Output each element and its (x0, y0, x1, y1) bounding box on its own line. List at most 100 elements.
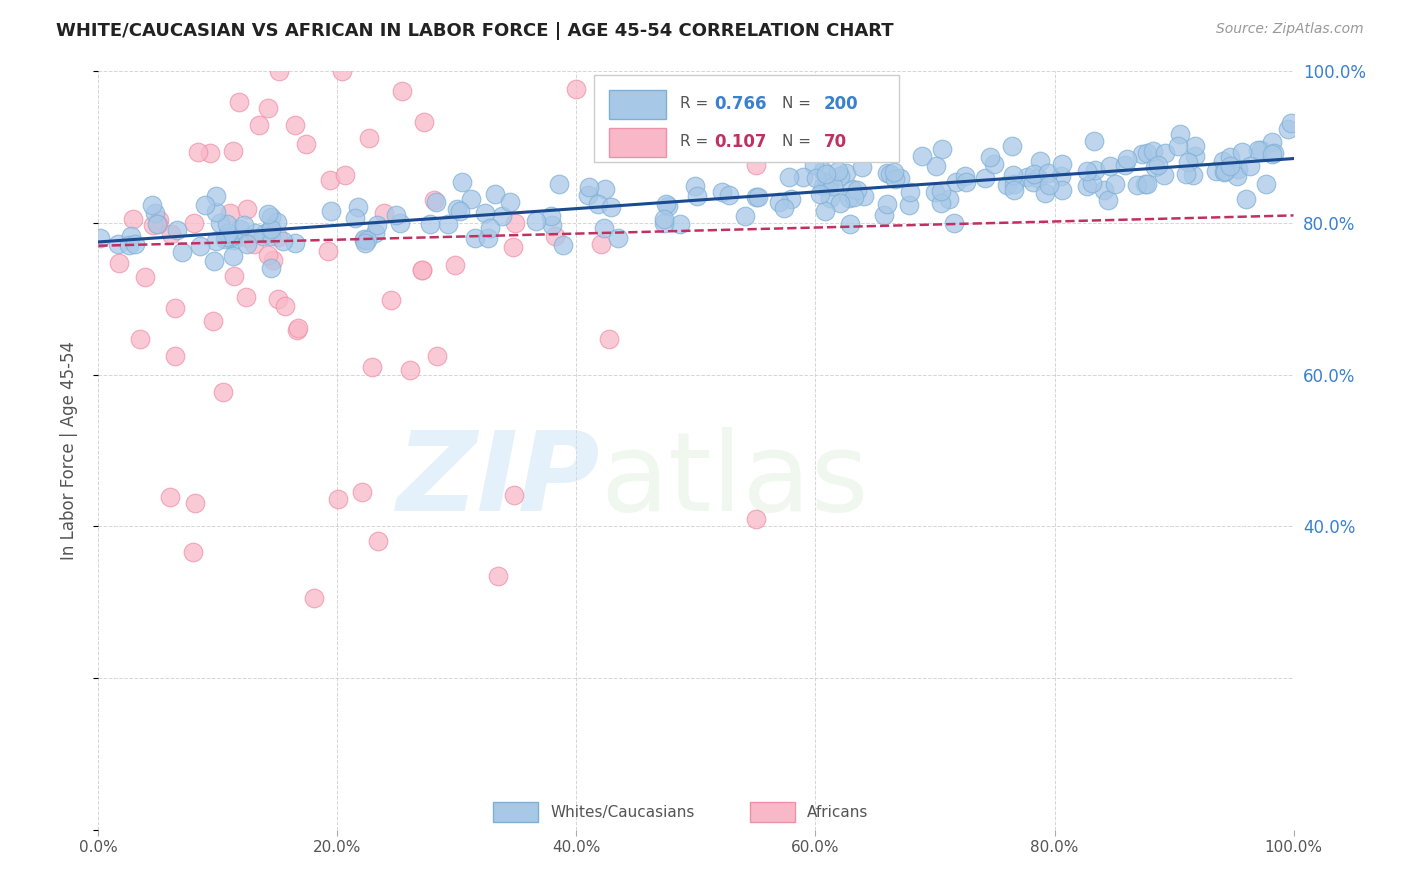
Point (344, 211, 367, 226)
Point (486, 568, 509, 582)
Point (1015, 169, 1038, 184)
Point (747, 190, 769, 204)
Point (1130, 147, 1153, 161)
Point (811, 178, 834, 193)
Point (221, 228, 243, 243)
Point (302, 591, 325, 606)
Point (202, 254, 225, 268)
Point (540, 210, 562, 224)
Point (411, 263, 433, 277)
Point (1279, 116, 1302, 130)
Point (436, 217, 458, 231)
Point (364, 226, 387, 240)
Point (350, 484, 373, 499)
Point (187, 145, 209, 159)
Point (1261, 135, 1284, 149)
Point (1263, 146, 1285, 161)
Point (931, 142, 953, 156)
Point (498, 194, 520, 209)
Point (222, 249, 245, 263)
Point (484, 186, 506, 201)
Point (143, 206, 166, 220)
Point (326, 491, 349, 506)
Point (853, 189, 876, 203)
FancyBboxPatch shape (609, 128, 666, 157)
FancyBboxPatch shape (609, 90, 666, 120)
Point (804, 171, 827, 186)
Point (1174, 167, 1197, 181)
Point (194, 198, 217, 212)
Point (1076, 164, 1098, 178)
Point (1038, 178, 1060, 192)
Point (357, 131, 380, 145)
Point (924, 186, 946, 200)
Point (118, 238, 141, 252)
Point (1036, 166, 1059, 180)
Point (285, 323, 308, 337)
Point (669, 217, 692, 231)
Point (444, 259, 467, 273)
Point (718, 188, 741, 202)
Point (898, 197, 921, 211)
Point (316, 244, 339, 258)
Point (366, 218, 388, 232)
Point (212, 384, 235, 399)
Point (593, 182, 616, 196)
Point (319, 173, 342, 187)
Point (1104, 177, 1126, 191)
Point (576, 188, 599, 202)
Point (346, 200, 368, 214)
Text: R =: R = (681, 96, 714, 112)
Point (845, 183, 868, 197)
Point (166, 223, 188, 237)
Point (273, 234, 295, 248)
Point (148, 217, 170, 231)
Point (361, 359, 384, 374)
Point (883, 165, 905, 179)
Point (503, 488, 526, 502)
Point (1083, 134, 1105, 148)
Point (426, 349, 449, 363)
Point (876, 166, 898, 180)
Point (1021, 175, 1043, 189)
Point (477, 231, 499, 245)
Text: 200: 200 (824, 95, 859, 113)
Point (1147, 158, 1170, 172)
Point (828, 196, 851, 211)
Point (148, 213, 170, 227)
Point (773, 201, 796, 215)
Point (266, 215, 288, 229)
Point (269, 64, 291, 78)
Point (734, 209, 756, 223)
Point (367, 534, 389, 549)
Point (218, 231, 240, 245)
Point (1098, 159, 1121, 173)
Point (1167, 139, 1189, 153)
Point (1184, 138, 1206, 153)
Point (1026, 170, 1049, 185)
Point (593, 220, 616, 235)
Point (599, 200, 621, 214)
Point (284, 236, 307, 251)
Point (202, 313, 225, 327)
Point (1154, 145, 1177, 160)
Point (134, 269, 156, 284)
Point (252, 228, 274, 243)
Point (1002, 168, 1025, 182)
Point (938, 192, 960, 206)
Point (267, 293, 290, 307)
Point (1050, 157, 1073, 171)
Point (1239, 159, 1261, 173)
Point (1213, 163, 1236, 178)
Point (181, 545, 204, 559)
Point (122, 212, 145, 227)
Point (419, 217, 441, 231)
Point (1213, 165, 1236, 179)
Point (221, 233, 243, 247)
Point (745, 512, 768, 526)
Point (1084, 162, 1107, 177)
Point (188, 239, 211, 253)
Point (260, 222, 283, 236)
Point (1226, 161, 1249, 176)
Point (222, 145, 245, 159)
